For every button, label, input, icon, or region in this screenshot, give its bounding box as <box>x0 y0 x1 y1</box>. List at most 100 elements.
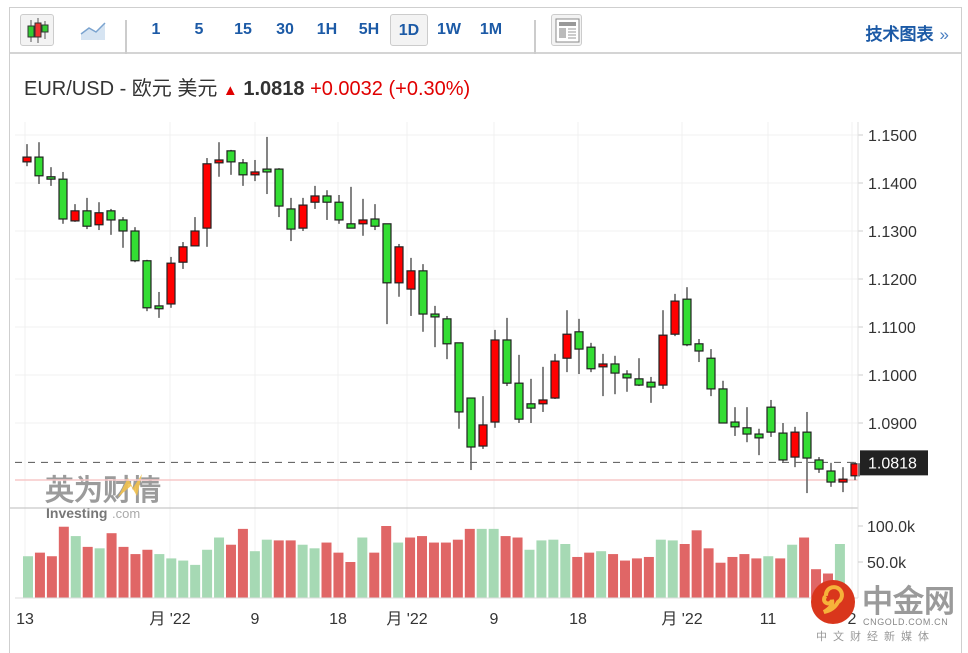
candle-down <box>586 346 596 370</box>
candle-down <box>130 230 140 262</box>
interval-1-button[interactable]: 1 <box>151 21 161 38</box>
candle-down <box>262 168 272 173</box>
volume-bar <box>679 544 690 598</box>
x-tick-label: 9 <box>251 611 260 628</box>
volume-bar <box>464 528 475 598</box>
candle-down <box>718 388 728 424</box>
candle-down <box>610 363 620 374</box>
candle-down <box>82 210 92 227</box>
volume-bar <box>34 552 45 598</box>
candlestick-chart-button[interactable] <box>20 14 54 46</box>
y-tick-label: 1.1200 <box>868 272 917 289</box>
x-tick-label: 18 <box>329 611 347 628</box>
candle-down <box>430 313 440 318</box>
volume-bar <box>82 546 93 598</box>
volume-bar <box>524 549 535 598</box>
volume-bar <box>727 556 738 598</box>
volume-bar <box>631 558 642 598</box>
x-tick-label: 9 <box>490 611 499 628</box>
volume-bar <box>405 537 416 598</box>
candle-up <box>310 195 320 203</box>
candle-down <box>526 403 536 409</box>
candle-down <box>418 270 428 315</box>
candle-up <box>178 246 188 263</box>
candle-up <box>838 478 848 483</box>
volume-bar <box>130 554 141 598</box>
volume-tick-label: 100.0k <box>867 519 916 536</box>
volume-bar <box>548 539 559 598</box>
interval-1h-button[interactable]: 1H <box>316 21 338 38</box>
candle-down <box>694 343 704 352</box>
volume-bar <box>620 560 630 598</box>
candle-down <box>346 223 356 229</box>
volume-bar <box>225 544 236 598</box>
candle-down <box>502 339 512 384</box>
x-tick-label: 18 <box>569 611 587 628</box>
candle-up <box>22 156 32 163</box>
candle-up <box>166 262 176 305</box>
volume-bar <box>23 556 33 598</box>
candle-up <box>358 219 368 225</box>
logo-tagline: 中文财经新媒体 <box>816 629 935 643</box>
volume-bar <box>309 548 320 598</box>
candle-down <box>58 178 68 220</box>
area-chart-icon <box>80 22 106 40</box>
double-chevron-right-icon: » <box>939 25 949 44</box>
watermark-bolt-icon <box>118 474 142 497</box>
technical-chart-link[interactable]: 技术图表 » <box>866 20 949 45</box>
cngold-swirl-icon <box>822 585 844 614</box>
volume-bar <box>811 569 822 598</box>
candle-up <box>658 334 668 386</box>
volume-bar <box>643 556 654 598</box>
candle-down <box>154 305 164 310</box>
volume-bar <box>572 556 583 598</box>
volume-bar <box>452 539 463 598</box>
volume-bar <box>345 562 356 598</box>
volume-bar <box>321 542 332 598</box>
volume-bar <box>775 558 786 598</box>
candle-down <box>454 342 464 413</box>
volume-bar <box>46 556 57 598</box>
up-arrow-icon: ▲ <box>222 82 238 99</box>
candle-up <box>214 159 224 164</box>
toolbar-divider <box>534 20 536 54</box>
candle-up <box>670 300 680 335</box>
candle-down <box>754 433 764 439</box>
candle-up <box>538 399 548 405</box>
x-tick-label: 月 '22 <box>661 611 702 628</box>
watermark-cn: 英为财情 <box>45 474 161 507</box>
volume-bar <box>142 549 153 598</box>
area-chart-button[interactable] <box>76 14 110 46</box>
candle-down <box>106 210 116 221</box>
watermark-en: Investing <box>46 505 107 521</box>
candle-down <box>382 223 392 284</box>
volume-bar <box>751 558 762 598</box>
chart-widget-frame <box>9 7 962 653</box>
volume-bar <box>739 554 750 598</box>
candle-up <box>70 210 80 222</box>
news-layout-button[interactable] <box>551 14 582 46</box>
x-tick-label: 2 <box>848 611 857 628</box>
volume-bar <box>799 537 810 598</box>
interval-1d-button[interactable]: 1D <box>390 14 428 46</box>
volume-bar <box>273 540 284 598</box>
price-change: +0.0032 <box>310 78 383 100</box>
interval-1m-button[interactable]: 1M <box>479 21 503 38</box>
candle-down <box>442 318 452 345</box>
volume-bar <box>154 554 165 598</box>
interval-5-button[interactable]: 5 <box>194 21 204 38</box>
candle-down <box>238 162 248 176</box>
candle-down <box>34 156 44 177</box>
volume-bar <box>440 542 451 598</box>
volume-bar <box>512 537 523 598</box>
volume-bar <box>608 554 619 598</box>
interval-15-button[interactable]: 15 <box>234 21 252 38</box>
candle-down <box>742 427 752 435</box>
interval-1w-button[interactable]: 1W <box>437 21 461 38</box>
price-change-percent: (+0.30%) <box>388 78 471 100</box>
candle-down <box>466 397 476 448</box>
interval-5h-button[interactable]: 5H <box>358 21 380 38</box>
volume-bar <box>715 562 726 598</box>
interval-30-button[interactable]: 30 <box>276 21 294 38</box>
